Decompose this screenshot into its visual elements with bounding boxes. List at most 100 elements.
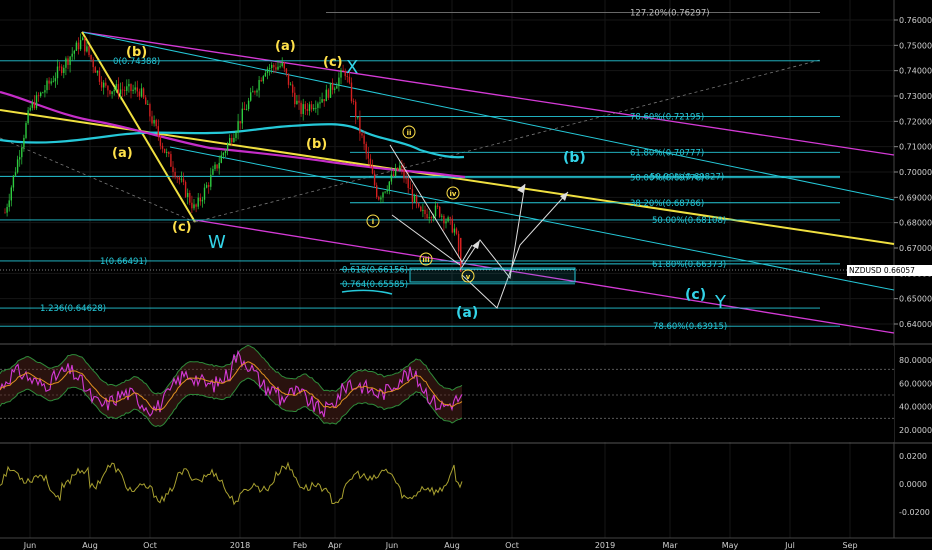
wave-label-small: v xyxy=(461,269,475,283)
fib-label: 50.00%(0.68108) xyxy=(652,216,726,226)
candle-body xyxy=(191,202,193,209)
time-tick-label: Aug xyxy=(444,541,460,550)
candle-body xyxy=(266,68,269,73)
candle-body xyxy=(411,189,414,202)
candle-body xyxy=(285,68,288,74)
candle-body xyxy=(384,191,386,193)
candle-body xyxy=(134,87,136,90)
candle-body xyxy=(418,203,420,207)
rsi-pane[interactable] xyxy=(0,344,894,442)
candle-body xyxy=(357,116,359,118)
candle-body xyxy=(40,92,42,97)
wave-label-small: iv xyxy=(446,186,460,200)
candle-body xyxy=(298,100,300,103)
candle-body xyxy=(140,88,143,97)
candle-body xyxy=(42,92,44,94)
candle-body xyxy=(455,228,458,234)
candle-body xyxy=(113,89,115,92)
candle-body xyxy=(287,73,290,85)
candle-body xyxy=(430,217,432,219)
wave-label: (b) xyxy=(126,45,147,60)
channel-lower-magenta xyxy=(194,219,895,334)
candle-body xyxy=(256,90,258,93)
target-zone-box[interactable] xyxy=(409,267,576,283)
candle-body xyxy=(180,178,183,180)
candle-body xyxy=(82,37,84,41)
candle-body xyxy=(216,164,218,169)
oscillator-pane[interactable] xyxy=(0,461,463,506)
candle-body xyxy=(103,82,105,88)
rsi-signal xyxy=(0,361,463,411)
candle-body xyxy=(237,121,239,133)
candle-body xyxy=(407,178,409,188)
price-tick-label: 0.65000 xyxy=(899,295,932,304)
candle-body xyxy=(149,104,151,117)
candle-body xyxy=(313,108,315,110)
candle-body xyxy=(443,215,445,224)
candle-body xyxy=(126,86,128,91)
candle-body xyxy=(224,150,227,154)
fib-label: 0.618(0.66156) xyxy=(342,265,408,275)
candle-body xyxy=(439,206,441,217)
candle-body xyxy=(231,137,233,143)
time-tick-label: Jun xyxy=(385,541,399,550)
candle-body xyxy=(399,165,401,171)
candle-body xyxy=(218,162,220,169)
candle-body xyxy=(109,90,111,95)
candle-body xyxy=(346,76,348,77)
price-tick-label: 0.76000 xyxy=(899,16,932,25)
candle-body xyxy=(388,181,390,190)
fib-label: 127.20%(0.76297) xyxy=(630,8,710,18)
candle-body xyxy=(420,206,422,212)
candle-body xyxy=(323,99,325,102)
candle-body xyxy=(138,91,141,97)
candle-body xyxy=(378,197,380,200)
projection-down-1 xyxy=(389,144,473,263)
candle-body xyxy=(23,137,25,148)
candle-body xyxy=(155,120,157,127)
candle-body xyxy=(226,143,229,151)
wave-label: (a) xyxy=(112,146,133,161)
candle-body xyxy=(334,88,336,90)
candle-body xyxy=(247,100,250,109)
candle-body xyxy=(277,66,279,70)
candle-body xyxy=(153,120,155,124)
time-tick-label: Mar xyxy=(662,541,678,550)
candle-body xyxy=(422,209,424,212)
candle-body xyxy=(271,64,273,68)
candle-body xyxy=(73,50,75,54)
svg-text:iv: iv xyxy=(450,190,457,198)
target-underline xyxy=(341,289,393,295)
candle-body xyxy=(405,178,407,180)
wave-label: W xyxy=(208,232,226,253)
rsi-tick-label: 40.0000 xyxy=(899,403,932,412)
candle-body xyxy=(409,187,411,190)
candle-body xyxy=(245,108,248,110)
time-tick-label: 2018 xyxy=(230,541,250,550)
candle-body xyxy=(157,126,159,137)
candle-body xyxy=(317,103,319,108)
candle-body xyxy=(52,81,54,83)
fib-label: 0.764(0.65585) xyxy=(342,280,408,290)
fib-label: 78.60%(0.72195) xyxy=(630,112,704,122)
fib-label: 1(0.66491) xyxy=(100,257,147,267)
candle-body xyxy=(48,80,50,84)
candle-body xyxy=(189,192,191,203)
candle-body xyxy=(348,76,351,83)
candle-body xyxy=(27,110,29,124)
candle-body xyxy=(31,102,33,108)
candle-body xyxy=(117,84,120,95)
candle-body xyxy=(77,42,80,50)
price-axis[interactable]: 0.76000 0.75000 0.74000 0.73000 0.72000 0.710… xyxy=(894,16,932,329)
candle-body xyxy=(264,72,267,77)
time-tick-label: Aug xyxy=(82,541,98,550)
time-axis[interactable]: Jun Aug Oct 2018 Feb Apr Jun Aug Oct 2019 Mar May Ju… xyxy=(23,541,858,550)
svg-text:i: i xyxy=(372,218,374,226)
candle-body xyxy=(233,137,235,143)
projection-path-1 xyxy=(459,183,526,280)
candle-body xyxy=(392,174,395,176)
oscillator-axis: 0.0200 0.0000 -0.0200 xyxy=(899,452,930,517)
candle-body xyxy=(321,99,323,103)
candle-body xyxy=(161,145,164,149)
